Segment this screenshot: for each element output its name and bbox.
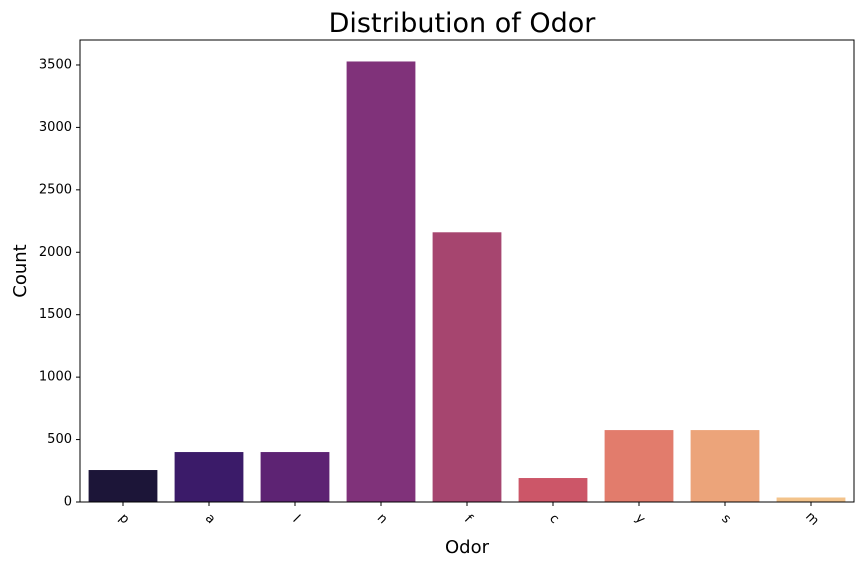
x-tick-label: p bbox=[116, 511, 132, 527]
y-tick-label: 1000 bbox=[39, 370, 72, 385]
x-axis-label: Odor bbox=[445, 537, 490, 558]
bar-m bbox=[776, 497, 846, 502]
bar-y bbox=[604, 430, 674, 502]
plot-frame bbox=[79, 39, 855, 503]
y-tick-label: 2000 bbox=[39, 245, 72, 260]
x-tick-label: c bbox=[546, 511, 562, 527]
bar-c bbox=[518, 478, 588, 502]
x-tick-label: s bbox=[718, 511, 734, 527]
bars-layer bbox=[88, 61, 846, 503]
y-tick-label: 3000 bbox=[39, 120, 72, 135]
y-tick-label: 3500 bbox=[39, 57, 72, 72]
bar-f bbox=[432, 232, 502, 503]
bar-p bbox=[88, 470, 158, 502]
x-tick-label: n bbox=[374, 511, 390, 527]
y-tick-label: 2500 bbox=[39, 182, 72, 197]
bar-s bbox=[690, 430, 760, 502]
chart-title: Distribution of Odor bbox=[329, 8, 597, 39]
y-tick-label: 1500 bbox=[39, 307, 72, 322]
y-axis: 0 500 1000 1500 2000 2500 3000 3500 bbox=[39, 57, 80, 510]
y-axis-label: Count bbox=[10, 244, 31, 297]
x-tick-label: a bbox=[202, 511, 218, 527]
x-tick-label: l bbox=[289, 512, 302, 525]
x-tick-label: f bbox=[461, 512, 475, 526]
bar-n bbox=[346, 61, 416, 502]
bar-l bbox=[260, 452, 330, 502]
x-tick-label: m bbox=[802, 509, 822, 529]
x-tick-label: y bbox=[632, 511, 648, 527]
y-tick-label: 500 bbox=[47, 432, 72, 447]
bar-a bbox=[174, 452, 244, 502]
y-tick-label: 0 bbox=[64, 495, 72, 510]
